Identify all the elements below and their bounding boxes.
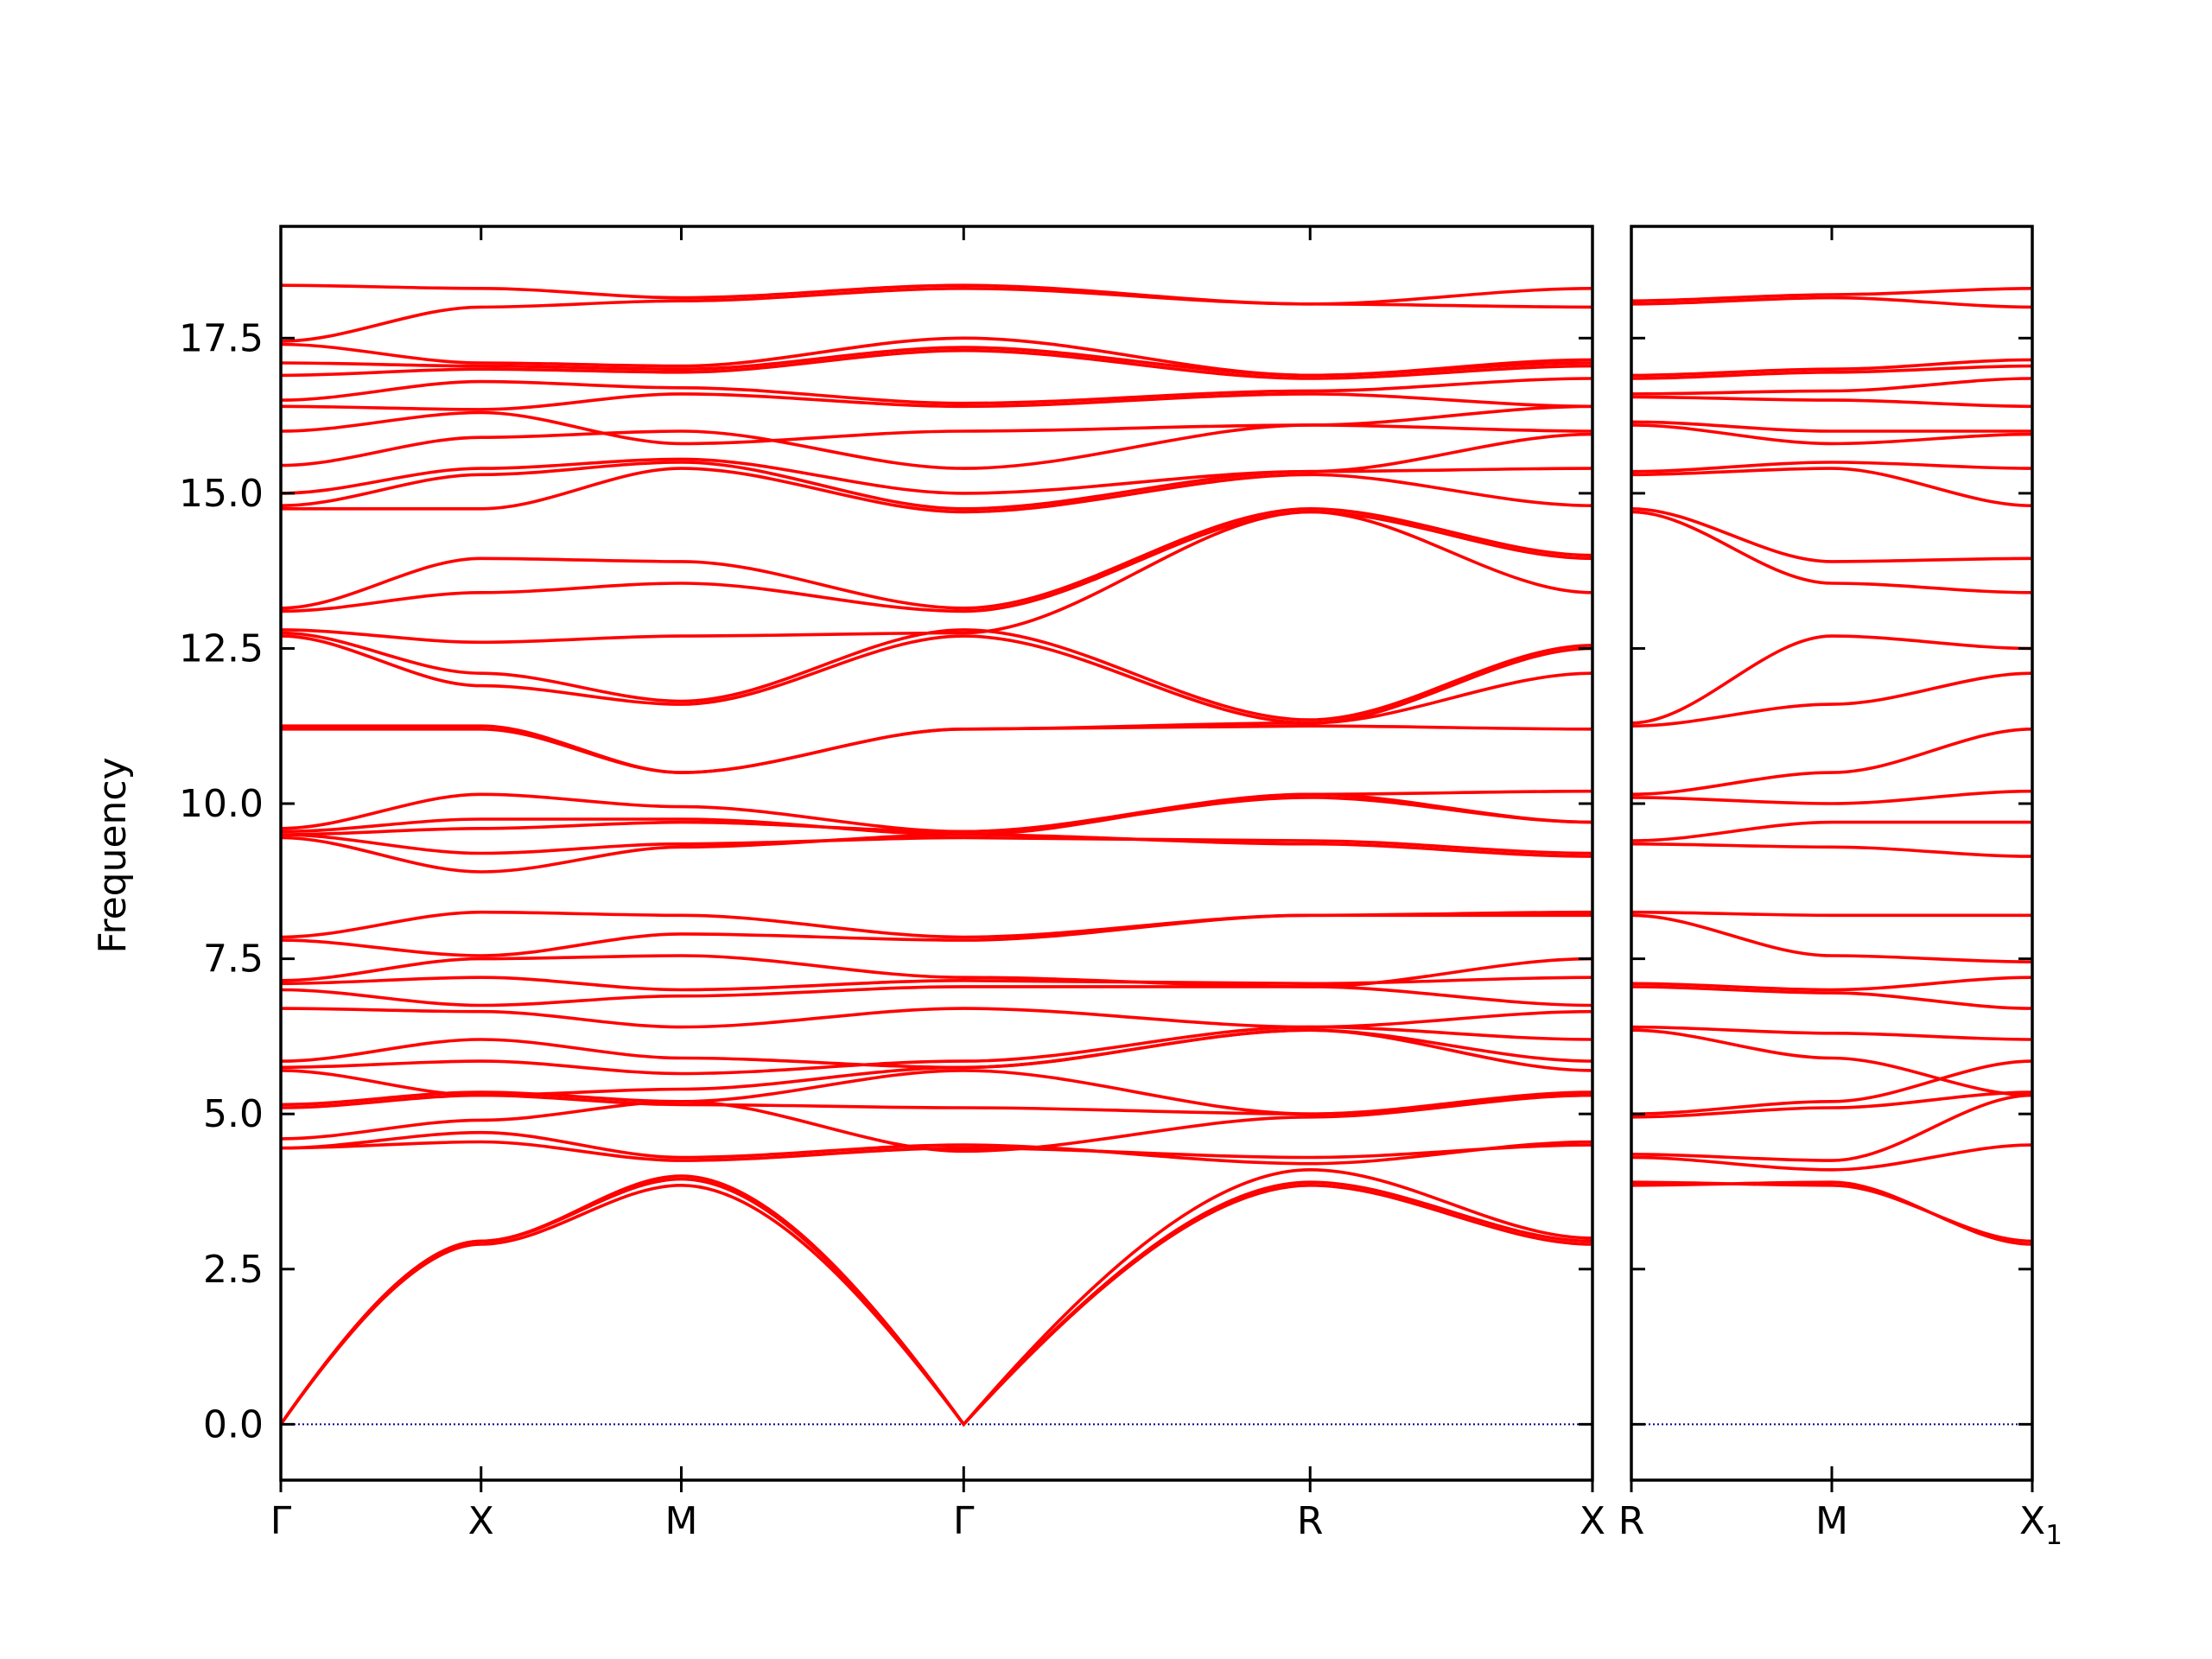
band-18 [281, 833, 1592, 855]
band-6 [1631, 1028, 2032, 1097]
band-22 [281, 724, 1592, 774]
y-tick-label: 2.5 [203, 1248, 264, 1292]
band-10 [1631, 913, 2032, 963]
band-36 [281, 348, 1592, 380]
band-7 [281, 1069, 1592, 1116]
band-28 [281, 506, 1592, 610]
band-25 [281, 628, 1592, 721]
band-23 [1631, 420, 2032, 433]
band-27 [281, 510, 1592, 613]
band-33 [281, 404, 1592, 446]
band-16 [281, 910, 1592, 939]
band-14 [1631, 789, 2032, 805]
y-tick-label: 10.0 [179, 782, 264, 826]
bands [281, 283, 1592, 1427]
bands [1631, 287, 2032, 1246]
band-39 [281, 286, 1592, 343]
y-tick-label: 5.0 [203, 1092, 264, 1136]
band-23 [281, 671, 1592, 774]
band-7 [1631, 1025, 2032, 1041]
band-16 [1631, 671, 2032, 728]
band-19 [1631, 507, 2032, 563]
band-19 [281, 796, 1592, 836]
band-17 [281, 833, 1592, 874]
band-34 [281, 392, 1592, 411]
band-21 [281, 789, 1592, 834]
band-31 [281, 432, 1592, 495]
x-tick-label: R [1618, 1499, 1645, 1543]
band-25 [1631, 377, 2032, 396]
band-35 [281, 377, 1592, 405]
y-tick-label: 0.0 [203, 1402, 264, 1446]
band-22 [1631, 423, 2032, 446]
band-14 [281, 954, 1592, 988]
band-11 [281, 1007, 1592, 1029]
band-2 [1631, 1143, 2032, 1172]
band-1 [1631, 1180, 2032, 1243]
band-17 [1631, 634, 2032, 725]
x-tick-label: X [468, 1499, 494, 1543]
band-29 [1631, 287, 2032, 302]
band-15 [1631, 728, 2032, 797]
band-20 [1631, 467, 2032, 507]
band-4 [281, 1130, 1592, 1166]
x-tick-label: Γ [270, 1499, 292, 1543]
band-9 [281, 1025, 1592, 1076]
band-10 [281, 1028, 1592, 1072]
x-tick-label: M [665, 1499, 698, 1543]
y-tick-label: 7.5 [203, 938, 264, 982]
band-11 [1631, 910, 2032, 918]
axes-frame [279, 225, 1594, 1482]
band-27 [1631, 358, 2032, 378]
x-tick-label: R [1297, 1499, 1324, 1543]
band-29 [281, 467, 1592, 514]
band-12 [1631, 842, 2032, 858]
band-24 [281, 634, 1592, 725]
band-0 [1631, 1180, 2032, 1246]
band-20 [281, 792, 1592, 836]
x-tick-label: Γ [953, 1499, 975, 1543]
band-4 [1631, 1090, 2032, 1119]
band-9 [1631, 976, 2032, 992]
band-40 [281, 283, 1592, 306]
band-3 [281, 1140, 1592, 1162]
band-18 [1631, 510, 2032, 594]
x-tick-label: X [1580, 1499, 1605, 1543]
band-28 [1631, 296, 2032, 309]
band-13 [1631, 820, 2032, 842]
band-5 [281, 1093, 1592, 1154]
band-26 [1631, 364, 2032, 380]
y-tick-label: 12.5 [179, 626, 264, 671]
band-2 [281, 1167, 1592, 1427]
plot-panels: 0.02.55.07.510.012.515.017.5Γ X M Γ R X R M X1 [179, 225, 2063, 1551]
band-32 [281, 423, 1592, 470]
x-tick-label: M [1815, 1499, 1848, 1543]
band-24 [1631, 395, 2032, 409]
x-tick-label: X1 [2019, 1499, 2063, 1551]
band-5 [1631, 1059, 2032, 1116]
band-12 [281, 985, 1592, 1007]
y-axis-label: Frequency [91, 757, 135, 953]
band-38 [281, 336, 1592, 378]
band-30 [281, 461, 1592, 511]
band-1 [281, 1180, 1592, 1427]
band-26 [281, 510, 1592, 645]
band-8 [1631, 985, 2032, 1010]
panel-right: R M X1 [1618, 225, 2063, 1551]
y-tick-label: 17.5 [179, 316, 264, 360]
panel-main: 0.0 2.5 5.0 7.5 10.0 12.5 15.0 17.5 Γ X M Γ R X [179, 225, 1605, 1543]
y-tick-label: 15.0 [179, 472, 264, 516]
band-21 [1631, 461, 2032, 474]
band-3 [1631, 1093, 2032, 1162]
